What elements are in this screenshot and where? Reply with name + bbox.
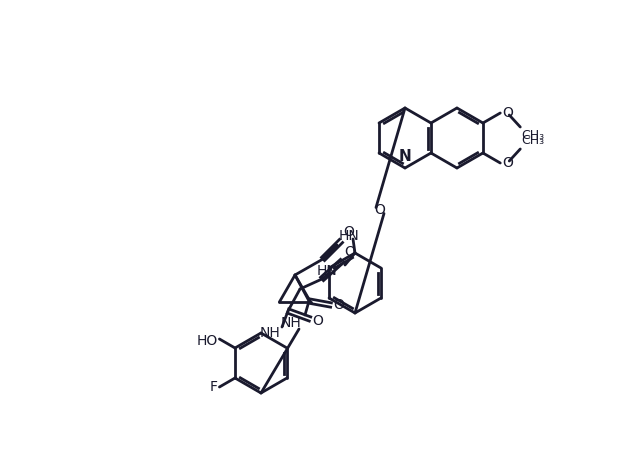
Text: O: O (502, 156, 513, 170)
Text: O: O (343, 225, 354, 239)
Text: CH₃: CH₃ (521, 134, 545, 147)
Text: O: O (312, 314, 323, 328)
Text: O: O (344, 245, 355, 259)
Text: NH: NH (259, 326, 280, 340)
Text: N: N (399, 149, 412, 164)
Text: HN: HN (316, 264, 337, 278)
Text: HO: HO (196, 334, 218, 348)
Text: CH₃: CH₃ (521, 129, 545, 142)
Text: O: O (333, 298, 344, 312)
Text: O: O (374, 204, 385, 218)
Text: F: F (209, 380, 218, 394)
Text: NH: NH (280, 316, 301, 330)
Text: HN: HN (339, 229, 360, 243)
Text: O: O (502, 106, 513, 120)
